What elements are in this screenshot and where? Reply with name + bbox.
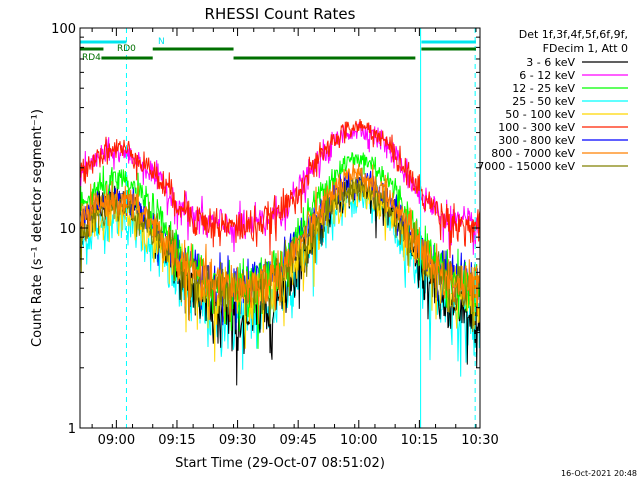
- legend-header-line: Det 1f,3f,4f,5f,6f,9f,: [519, 28, 628, 41]
- series-line-8: [79, 163, 481, 325]
- legend-entry-label: 7000 - 15000 keV: [477, 160, 575, 173]
- x-tick-label: 10:00: [340, 433, 377, 448]
- y-axis-label: Count Rate (s⁻¹ detector segment⁻¹): [30, 109, 45, 347]
- axes: 09:00 09:15 09:30 09:45 10:00 10:15 10:30 1 10 10…: [51, 22, 499, 448]
- chart-title: RHESSI Count Rates: [205, 5, 356, 23]
- legend-entry-label: 3 - 6 keV: [526, 56, 575, 69]
- series-line-6: [79, 118, 481, 259]
- plot-area: N RD0 RD4: [79, 28, 481, 428]
- flag-label-rd0: RD0: [117, 44, 136, 54]
- legend-header-line: FDecim 1, Att 0: [543, 42, 628, 55]
- legend-entry-label: 50 - 100 keV: [505, 108, 575, 121]
- legend-entry-label: 800 - 7000 keV: [491, 147, 575, 160]
- x-tick-label: 09:45: [279, 433, 316, 448]
- x-tick-label: 09:00: [98, 433, 135, 448]
- x-tick-label: 10:15: [401, 433, 438, 448]
- legend: Det 1f,3f,4f,5f,6f,9f,FDecim 1, Att 03 -…: [477, 28, 628, 173]
- legend-entry-label: 6 - 12 keV: [519, 69, 575, 82]
- x-axis-label: Start Time (29-Oct-07 08:51:02): [175, 456, 385, 471]
- y-tick-label: 10: [59, 222, 76, 237]
- y-tick-label: 100: [51, 22, 76, 37]
- x-tick-label: 09:30: [219, 433, 256, 448]
- flag-label-n: N: [158, 37, 165, 47]
- legend-entry-label: 25 - 50 keV: [512, 95, 575, 108]
- legend-entry-label: 300 - 800 keV: [498, 134, 575, 147]
- x-tick-label: 10:30: [461, 433, 498, 448]
- legend-entry-label: 100 - 300 keV: [498, 121, 575, 134]
- series-line-5: [79, 177, 481, 362]
- y-tick-label: 1: [68, 422, 76, 437]
- x-tick-label: 09:15: [158, 433, 195, 448]
- timestamp: 16-Oct-2021 20:48: [561, 469, 637, 478]
- legend-entry-label: 12 - 25 keV: [512, 82, 575, 95]
- flag-label-rd4: RD4: [82, 53, 101, 63]
